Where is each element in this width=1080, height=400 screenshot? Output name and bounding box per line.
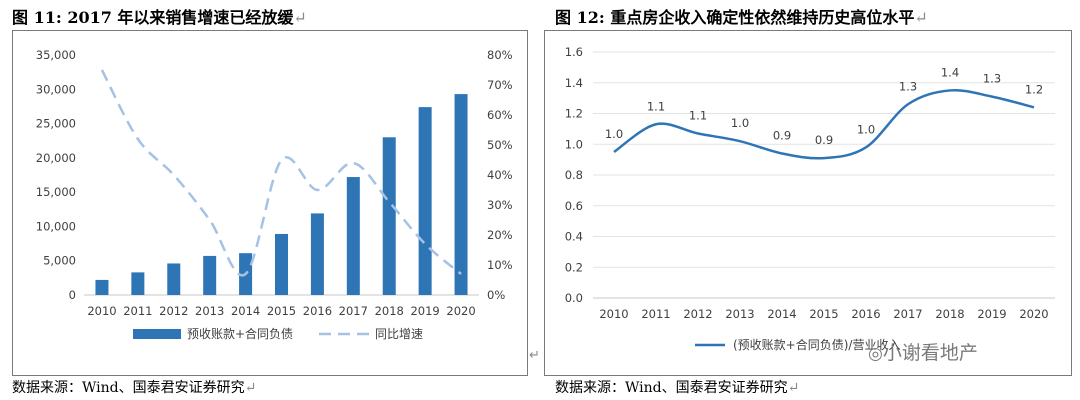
bar: [454, 94, 468, 295]
x-tick-label: 2020: [1019, 307, 1048, 321]
y-tick-label: 0.0: [565, 291, 583, 305]
x-tick-label: 2012: [159, 304, 188, 318]
y-right-tick-label: 30%: [487, 198, 513, 212]
y-left-tick-label: 5,000: [43, 254, 76, 268]
data-label: 1.1: [647, 99, 665, 113]
data-label: 1.3: [983, 72, 1001, 86]
bar: [418, 107, 432, 295]
y-tick-label: 0.6: [565, 199, 583, 213]
y-left-tick-label: 15,000: [36, 185, 76, 199]
bar: [95, 279, 109, 295]
data-label: 0.9: [773, 128, 791, 142]
y-right-tick-label: 60%: [487, 108, 513, 122]
y-tick-label: 0.2: [565, 260, 583, 274]
return-mark: ↵: [914, 8, 928, 27]
y-left-tick-label: 25,000: [36, 117, 76, 131]
y-left-tick-label: 20,000: [36, 151, 76, 165]
bar: [131, 272, 145, 295]
return-mark: ↵: [787, 380, 800, 396]
right-source-note: 数据来源：Wind、国泰君安证券研究↵: [555, 377, 799, 397]
growth-rate-line: [100, 69, 462, 277]
return-mark: ↵: [293, 8, 307, 27]
right-source-text: 数据来源：Wind、国泰君安证券研究: [555, 380, 788, 396]
data-label: 1.0: [857, 122, 875, 136]
bar: [382, 137, 396, 295]
data-label: 1.2: [1025, 82, 1043, 96]
left-source-text: 数据来源：Wind、国泰君安证券研究: [12, 380, 245, 396]
x-tick-label: 2019: [977, 307, 1006, 321]
bar: [346, 177, 360, 295]
y-left-tick-label: 30,000: [36, 82, 76, 96]
y-right-tick-label: 20%: [487, 228, 513, 242]
x-tick-label: 2015: [809, 307, 838, 321]
x-tick-label: 2017: [893, 307, 922, 321]
return-mark: ↵: [244, 380, 257, 396]
x-tick-label: 2014: [767, 307, 796, 321]
bar: [203, 255, 217, 295]
y-right-tick-label: 40%: [487, 168, 513, 182]
bar: [167, 263, 181, 295]
x-tick-label: 2011: [641, 307, 670, 321]
legend-label: 同比增速: [375, 327, 423, 341]
y-left-tick-label: 10,000: [36, 219, 76, 233]
x-tick-label: 2017: [339, 304, 368, 318]
y-tick-label: 1.2: [565, 107, 583, 121]
x-tick-label: 2019: [410, 304, 439, 318]
left-chart: 0 5,000 10,000 15,000 20,000 25,000 30,000 35,0…: [36, 48, 513, 341]
y-tick-label: 1.4: [565, 76, 583, 90]
data-label: 1.0: [605, 127, 623, 141]
legend-swatch-bar: [133, 329, 181, 339]
left-chart-panel: 0 5,000 10,000 15,000 20,000 25,000 30,000 35,0…: [12, 30, 528, 376]
y-right-tick-label: 50%: [487, 138, 513, 152]
x-tick-label: 2010: [87, 304, 116, 318]
bar: [310, 213, 324, 295]
x-tick-label: 2020: [446, 304, 475, 318]
x-tick-label: 2013: [195, 304, 224, 318]
panel-return-mark: ↵: [529, 348, 540, 363]
y-right-tick-label: 80%: [487, 48, 513, 62]
right-figure-title: 图 12: 重点房企收入确定性依然维持历史高位水平↵: [555, 4, 928, 28]
right-figure-title-text: 图 12: 重点房企收入确定性依然维持历史高位水平: [555, 8, 915, 27]
x-tick-label: 2018: [935, 307, 964, 321]
data-label: 1.3: [899, 79, 917, 93]
x-tick-label: 2010: [599, 307, 628, 321]
right-chart: 0.0 0.2 0.4 0.6 0.8 1.0 1.2 1.4 1.6 2010 2011 2012 2…: [565, 45, 1055, 352]
ratio-line: [613, 88, 1035, 160]
data-label: 1.4: [941, 65, 959, 79]
y-tick-label: 1.6: [565, 45, 583, 59]
bar: [275, 233, 288, 295]
y-left-tick-label: 0: [69, 288, 76, 302]
watermark-text: 小谢看地产: [882, 342, 978, 364]
watermark: ◎小谢看地产: [868, 338, 978, 365]
y-right-tick-label: 70%: [487, 78, 513, 92]
x-tick-label: 2013: [725, 307, 754, 321]
data-label: 1.1: [689, 108, 707, 122]
data-label: 0.9: [815, 133, 833, 147]
left-source-note: 数据来源：Wind、国泰君安证券研究↵: [12, 377, 256, 397]
y-right-tick-label: 10%: [487, 258, 513, 272]
x-tick-label: 2016: [851, 307, 880, 321]
x-tick-label: 2011: [123, 304, 152, 318]
left-figure-title: 图 11: 2017 年以来销售增速已经放缓↵: [12, 4, 307, 28]
right-chart-panel: 0.0 0.2 0.4 0.6 0.8 1.0 1.2 1.4 1.6 2010 2011 2012 2…: [544, 30, 1072, 376]
y-right-tick-label: 0%: [487, 288, 505, 302]
x-tick-label: 2016: [303, 304, 332, 318]
x-tick-label: 2018: [375, 304, 404, 318]
legend-label: 预收账款+合同负债: [187, 326, 293, 341]
left-figure-title-text: 图 11: 2017 年以来销售增速已经放缓: [12, 8, 294, 27]
y-tick-label: 0.4: [565, 230, 583, 244]
y-tick-label: 0.8: [565, 168, 583, 182]
x-tick-label: 2014: [231, 304, 260, 318]
x-tick-label: 2015: [267, 304, 296, 318]
legend-label: (预收账款+合同负债)/营业收入: [733, 337, 900, 352]
y-tick-label: 1.0: [565, 137, 583, 151]
wechat-icon: ◎: [868, 344, 883, 364]
data-label: 1.0: [731, 116, 749, 130]
x-tick-label: 2012: [683, 307, 712, 321]
y-left-tick-label: 35,000: [36, 48, 76, 62]
